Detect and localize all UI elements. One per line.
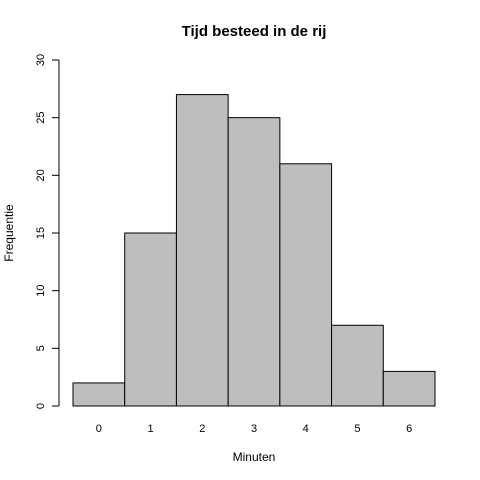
y-tick-label: 20	[35, 169, 47, 181]
y-tick-label: 10	[35, 285, 47, 297]
x-tick-label: 2	[199, 423, 205, 435]
bar-2	[175, 94, 229, 407]
bar-0	[72, 382, 126, 407]
y-tick-label: 30	[35, 54, 47, 66]
bar-5	[331, 324, 384, 407]
y-tick-label: 25	[35, 112, 47, 124]
bar-1	[124, 232, 177, 407]
x-tick-label: 0	[96, 423, 102, 435]
y-tick-label: 15	[35, 227, 47, 239]
x-tick-label: 3	[251, 423, 257, 435]
y-axis-label: Frequentie	[2, 204, 16, 262]
bar-3	[227, 117, 281, 407]
y-tick-label: 5	[35, 345, 47, 351]
x-tick-label: 6	[406, 423, 412, 435]
bar-4	[279, 163, 333, 407]
x-axis-tick-labels: 0 1 2 3 4 5 6	[96, 423, 412, 435]
x-axis-label: Minuten	[233, 450, 276, 464]
bars-group	[72, 94, 436, 407]
y-tick-label: 0	[35, 403, 47, 409]
x-tick-label: 1	[148, 423, 154, 435]
bar-6	[382, 370, 436, 407]
chart-title: Tijd besteed in de rij	[182, 23, 327, 40]
y-axis-ticks: 0 5 10 15 20 25 30	[35, 54, 59, 409]
x-tick-label: 4	[303, 423, 309, 435]
x-tick-label: 5	[354, 423, 360, 435]
